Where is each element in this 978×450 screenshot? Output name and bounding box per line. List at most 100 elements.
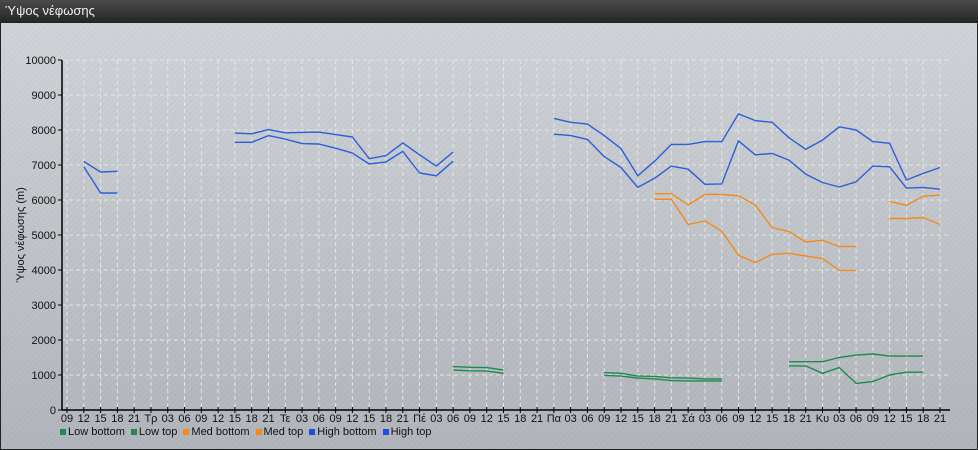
x-tick-label: 18 [380, 413, 392, 425]
x-tick-label: 18 [246, 413, 258, 425]
series-line-med-bottom [889, 216, 941, 226]
x-tick-label: 09 [329, 413, 341, 425]
x-tick-label: 21 [665, 413, 677, 425]
x-tick-label: Τε [280, 413, 291, 425]
legend-item-high-top[interactable]: High top [382, 426, 432, 438]
x-tick-label: 21 [262, 413, 274, 425]
x-tick-label: 06 [447, 413, 459, 425]
window-title: Ύψος νέφωσης [0, 0, 978, 22]
x-tick-label: 09 [732, 413, 744, 425]
x-tick-label: 06 [178, 413, 190, 425]
legend-swatch [130, 429, 137, 435]
x-tick-label: 12 [884, 413, 896, 425]
x-tick-label: 09 [464, 413, 476, 425]
x-tick-label: Πέ [413, 413, 426, 425]
legend-swatch [60, 429, 66, 435]
series-line-low-top [788, 353, 924, 363]
series-line-high-top [553, 113, 941, 181]
x-tick-label: 21 [531, 413, 543, 425]
x-tick-label: 03 [699, 413, 711, 425]
legend-label: Med top [263, 426, 304, 438]
y-tick-label: 8000 [32, 125, 56, 137]
x-tick-label: 15 [900, 413, 912, 425]
x-tick-label: 18 [917, 413, 929, 425]
x-tick-label: 15 [497, 413, 509, 425]
x-tick-label: 12 [481, 413, 493, 425]
y-tick-label: 6000 [32, 195, 56, 207]
legend-label: High top [390, 426, 432, 438]
x-tick-label: 03 [162, 413, 174, 425]
x-tick-label: Σά [682, 413, 696, 425]
x-tick-label: 06 [716, 413, 728, 425]
legend-item-low-bottom[interactable]: Low bottom [60, 426, 125, 438]
x-tick-label: 21 [128, 413, 140, 425]
x-tick-label: 12 [749, 413, 761, 425]
legend-swatch [309, 429, 316, 435]
x-tick-label: 09 [867, 413, 879, 425]
y-tick-label: 0 [50, 405, 56, 417]
chart-panel [0, 22, 978, 450]
x-tick-label: 12 [78, 413, 90, 425]
y-axis-label: Ύψος νέφωσης (m) [15, 187, 27, 283]
x-tick-label: 12 [346, 413, 358, 425]
x-tick-label: 15 [363, 413, 375, 425]
x-tick-label: 21 [397, 413, 409, 425]
x-tick-label: 15 [229, 413, 241, 425]
legend-label: Low bottom [68, 426, 125, 438]
x-tick-label: 15 [766, 413, 778, 425]
series-line-low-bottom [453, 369, 504, 374]
series-line-high-bottom [83, 166, 118, 194]
legend-label: High bottom [317, 426, 377, 438]
series-line-high-bottom [553, 133, 941, 190]
y-tick-label: 3000 [32, 300, 56, 312]
x-tick-label: 21 [800, 413, 812, 425]
y-tick-label: 7000 [32, 160, 56, 172]
x-tick-label: 09 [195, 413, 207, 425]
x-tick-label: 03 [833, 413, 845, 425]
legend-swatch [382, 429, 389, 435]
legend-item-med-bottom[interactable]: Med bottom [183, 426, 250, 438]
x-tick-label: 18 [111, 413, 123, 425]
x-tick-label: 03 [565, 413, 577, 425]
x-tick-label: 06 [313, 413, 325, 425]
series-line-high-bottom [234, 134, 454, 177]
y-tick-label: 4000 [32, 265, 56, 277]
x-tick-label: 18 [648, 413, 660, 425]
series-line-low-top [453, 365, 504, 371]
x-tick-label: 09 [61, 413, 73, 425]
legend-item-high-bottom[interactable]: High bottom [309, 426, 377, 438]
legend: Low bottom Low top Med bottom Med top Hi… [60, 426, 432, 438]
x-tick-label: 18 [783, 413, 795, 425]
x-tick-label: 15 [632, 413, 644, 425]
series-line-high-top [83, 160, 118, 173]
legend-swatch [183, 429, 190, 435]
series-line-high-top [234, 128, 454, 167]
x-tick-label: 12 [212, 413, 224, 425]
x-tick-label: Κυ [816, 413, 829, 425]
x-tick-label: 03 [430, 413, 442, 425]
y-tick-label: 1000 [32, 370, 56, 382]
legend-label: Med bottom [191, 426, 250, 438]
legend-item-med-top[interactable]: Med top [255, 426, 304, 438]
x-tick-label: 09 [598, 413, 610, 425]
series-line-low-top [604, 371, 722, 380]
legend-swatch [255, 429, 262, 435]
series-line-med-top [889, 194, 941, 207]
series-line-low-bottom [604, 374, 722, 382]
x-tick-label: 06 [581, 413, 593, 425]
x-tick-label: 06 [850, 413, 862, 425]
x-tick-label: Πα [547, 413, 562, 425]
y-tick-label: 2000 [32, 335, 56, 347]
series-line-med-bottom [654, 198, 857, 272]
y-tick-label: 9000 [32, 90, 56, 102]
y-tick-label: 5000 [32, 230, 56, 242]
x-tick-label: 18 [514, 413, 526, 425]
x-tick-label: 12 [615, 413, 627, 425]
x-tick-label: 03 [296, 413, 308, 425]
x-tick-label: Τρ [144, 413, 157, 425]
legend-item-low-top[interactable]: Low top [130, 426, 178, 438]
legend-label: Low top [138, 426, 178, 438]
x-tick-label: 21 [934, 413, 946, 425]
y-tick-label: 10000 [25, 55, 56, 67]
